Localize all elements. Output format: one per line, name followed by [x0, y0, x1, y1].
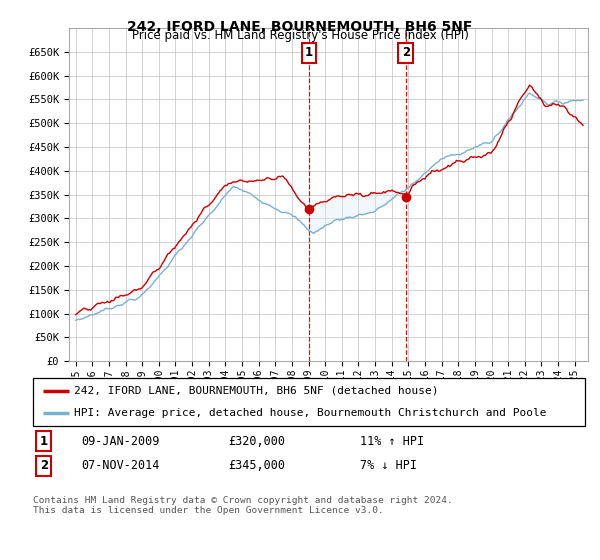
Text: 242, IFORD LANE, BOURNEMOUTH, BH6 5NF (detached house): 242, IFORD LANE, BOURNEMOUTH, BH6 5NF (d… [74, 386, 439, 396]
Text: 242, IFORD LANE, BOURNEMOUTH, BH6 5NF: 242, IFORD LANE, BOURNEMOUTH, BH6 5NF [127, 20, 473, 34]
Text: 1: 1 [305, 46, 313, 59]
Text: Price paid vs. HM Land Registry's House Price Index (HPI): Price paid vs. HM Land Registry's House … [131, 29, 469, 42]
Text: 2: 2 [402, 46, 410, 59]
Text: 7% ↓ HPI: 7% ↓ HPI [360, 459, 417, 473]
Text: 2: 2 [40, 459, 48, 473]
Text: 1: 1 [40, 435, 48, 448]
Text: HPI: Average price, detached house, Bournemouth Christchurch and Poole: HPI: Average price, detached house, Bour… [74, 408, 547, 418]
Text: 07-NOV-2014: 07-NOV-2014 [81, 459, 160, 473]
FancyBboxPatch shape [33, 378, 585, 426]
Text: £320,000: £320,000 [228, 435, 285, 448]
Text: 09-JAN-2009: 09-JAN-2009 [81, 435, 160, 448]
Text: £345,000: £345,000 [228, 459, 285, 473]
Text: 11% ↑ HPI: 11% ↑ HPI [360, 435, 424, 448]
Text: Contains HM Land Registry data © Crown copyright and database right 2024.
This d: Contains HM Land Registry data © Crown c… [33, 496, 453, 515]
